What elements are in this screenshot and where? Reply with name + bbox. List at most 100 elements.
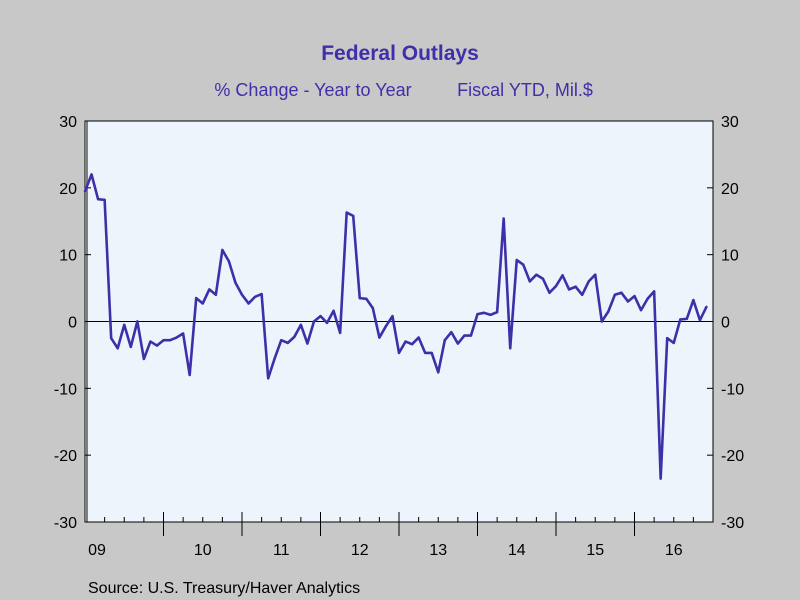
data-point (554, 284, 558, 288)
data-point (652, 290, 656, 293)
y-tick-label-right: -10 (721, 381, 744, 398)
data-point (352, 214, 355, 218)
data-point (90, 173, 93, 176)
chart-subtitle-left: % Change - Year to Year (214, 80, 411, 100)
data-point (240, 293, 244, 296)
x-tick-label: 10 (194, 542, 212, 559)
y-axis-right: -30 -20 -10 0 10 20 30 (707, 114, 744, 532)
data-point (397, 351, 401, 355)
x-tick-label: 12 (351, 542, 369, 559)
data-point (515, 258, 518, 262)
data-point (476, 312, 479, 316)
data-point (646, 297, 649, 300)
series-line (83, 173, 708, 480)
data-point (345, 211, 348, 214)
data-point (692, 298, 695, 302)
data-point (227, 260, 231, 263)
data-point (319, 314, 322, 318)
y-tick-label-left: -20 (54, 448, 77, 465)
data-point (214, 293, 218, 296)
data-point (587, 280, 590, 283)
x-axis: 09 10 11 12 13 14 15 16 (88, 512, 694, 559)
data-point (116, 347, 119, 350)
data-point (83, 189, 87, 193)
data-point (168, 339, 172, 342)
y-tick-label-right: 0 (721, 315, 730, 332)
data-point (574, 285, 577, 288)
y-tick-label-left: 30 (59, 114, 77, 131)
data-point (541, 277, 545, 280)
y-axis-left: -30 -20 -10 0 10 20 30 (54, 114, 91, 532)
data-point (607, 310, 610, 313)
data-point (443, 339, 446, 342)
data-point (580, 293, 584, 296)
data-point (489, 313, 492, 317)
series-points (83, 173, 708, 480)
data-point (378, 336, 381, 339)
data-point (495, 310, 499, 314)
data-point (620, 291, 623, 294)
data-point (600, 320, 603, 323)
data-point (469, 334, 473, 337)
data-point (672, 341, 675, 345)
data-point (234, 281, 237, 284)
data-point (522, 263, 525, 266)
data-point (96, 197, 100, 201)
data-point (332, 309, 335, 313)
data-point (371, 306, 375, 310)
data-point (705, 305, 708, 308)
data-point (149, 340, 152, 343)
data-point (358, 296, 361, 300)
data-point (312, 320, 316, 323)
data-point (175, 336, 178, 339)
chart-subtitle-right: Fiscal YTD, Mil.$ (457, 80, 593, 100)
data-point (123, 323, 126, 327)
data-point (208, 288, 211, 291)
data-point (626, 300, 630, 303)
data-point (384, 324, 388, 328)
data-point (188, 373, 191, 377)
data-point (391, 314, 394, 318)
data-point (437, 371, 440, 374)
data-point (286, 341, 289, 345)
data-point (410, 343, 414, 346)
data-point (567, 288, 571, 291)
data-point (639, 308, 643, 312)
x-tick-label: 14 (508, 542, 526, 559)
x-tick-label: 13 (429, 542, 447, 559)
data-point (266, 377, 270, 380)
data-point (195, 296, 198, 300)
data-point (548, 291, 551, 294)
data-point (338, 331, 342, 335)
data-point (293, 335, 296, 339)
data-point (679, 318, 682, 321)
x-tick-label: 15 (586, 542, 604, 559)
data-point (450, 330, 453, 334)
x-tick-label: 11 (273, 542, 290, 559)
data-point (698, 318, 702, 322)
data-point (260, 292, 263, 296)
data-point (253, 295, 257, 298)
data-point (528, 280, 532, 283)
y-tick-label-left: -10 (54, 381, 77, 398)
data-point (423, 351, 427, 355)
data-point (430, 351, 433, 355)
x-tick-label: 16 (665, 542, 683, 559)
data-point (666, 337, 669, 340)
y-tick-label-right: -20 (721, 448, 744, 465)
y-tick-label-right: -30 (721, 515, 744, 532)
data-point (365, 297, 368, 300)
data-point (456, 342, 460, 345)
data-point (136, 320, 139, 323)
data-point (306, 342, 309, 345)
data-point (201, 302, 204, 305)
y-tick-label-right: 20 (721, 181, 739, 198)
data-point (129, 345, 132, 349)
data-point (463, 334, 466, 337)
data-point (613, 293, 617, 296)
y-tick-label-right: 30 (721, 114, 739, 131)
data-point (482, 311, 486, 315)
chart-title: Federal Outlays (321, 42, 479, 65)
data-point (273, 357, 276, 360)
